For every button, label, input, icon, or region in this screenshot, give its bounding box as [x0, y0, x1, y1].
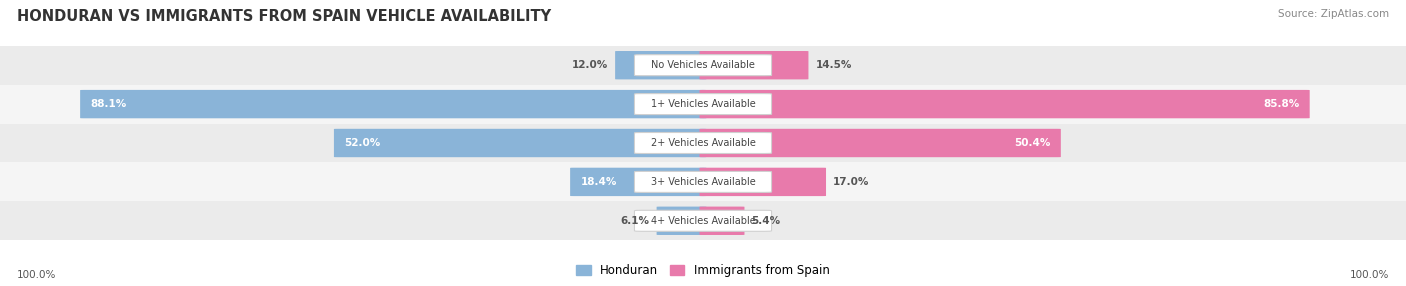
FancyBboxPatch shape — [634, 94, 772, 115]
FancyBboxPatch shape — [80, 90, 706, 118]
FancyBboxPatch shape — [634, 132, 772, 154]
FancyBboxPatch shape — [616, 51, 706, 80]
FancyBboxPatch shape — [700, 90, 1310, 118]
Legend: Honduran, Immigrants from Spain: Honduran, Immigrants from Spain — [576, 264, 830, 277]
FancyBboxPatch shape — [0, 124, 1406, 162]
FancyBboxPatch shape — [0, 201, 1406, 240]
Text: 4+ Vehicles Available: 4+ Vehicles Available — [651, 216, 755, 226]
Text: 3+ Vehicles Available: 3+ Vehicles Available — [651, 177, 755, 187]
Text: 17.0%: 17.0% — [832, 177, 869, 187]
FancyBboxPatch shape — [0, 85, 1406, 124]
FancyBboxPatch shape — [0, 162, 1406, 201]
FancyBboxPatch shape — [634, 210, 772, 231]
Text: 85.8%: 85.8% — [1263, 99, 1299, 109]
Text: 18.4%: 18.4% — [581, 177, 617, 187]
Text: 12.0%: 12.0% — [572, 60, 609, 70]
Text: 88.1%: 88.1% — [91, 99, 127, 109]
FancyBboxPatch shape — [700, 129, 1062, 157]
Text: 52.0%: 52.0% — [344, 138, 381, 148]
FancyBboxPatch shape — [700, 206, 745, 235]
FancyBboxPatch shape — [571, 168, 707, 196]
FancyBboxPatch shape — [335, 129, 706, 157]
Text: 6.1%: 6.1% — [620, 216, 650, 226]
Text: 100.0%: 100.0% — [1350, 270, 1389, 279]
Text: 100.0%: 100.0% — [17, 270, 56, 279]
FancyBboxPatch shape — [0, 46, 1406, 85]
FancyBboxPatch shape — [634, 171, 772, 192]
Text: HONDURAN VS IMMIGRANTS FROM SPAIN VEHICLE AVAILABILITY: HONDURAN VS IMMIGRANTS FROM SPAIN VEHICL… — [17, 9, 551, 23]
FancyBboxPatch shape — [700, 51, 808, 80]
Text: No Vehicles Available: No Vehicles Available — [651, 60, 755, 70]
Text: 1+ Vehicles Available: 1+ Vehicles Available — [651, 99, 755, 109]
FancyBboxPatch shape — [657, 206, 707, 235]
Text: 50.4%: 50.4% — [1014, 138, 1050, 148]
FancyBboxPatch shape — [634, 55, 772, 76]
Text: 2+ Vehicles Available: 2+ Vehicles Available — [651, 138, 755, 148]
Text: 14.5%: 14.5% — [815, 60, 852, 70]
Text: 5.4%: 5.4% — [751, 216, 780, 226]
FancyBboxPatch shape — [700, 168, 827, 196]
Text: Source: ZipAtlas.com: Source: ZipAtlas.com — [1278, 9, 1389, 19]
